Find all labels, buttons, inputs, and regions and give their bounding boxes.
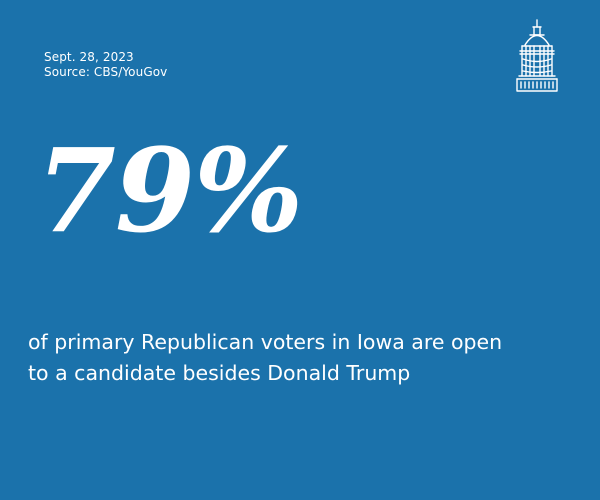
date-text: Sept. 28, 2023 bbox=[44, 50, 134, 64]
statement-text: of primary Republican voters in Iowa are… bbox=[28, 327, 588, 389]
headline-percentage: 79% bbox=[36, 124, 303, 259]
meta-info: Sept. 28, 2023 Source: CBS/YouGov bbox=[44, 50, 167, 80]
source-text: Source: CBS/YouGov bbox=[44, 65, 168, 79]
capitol-dome-icon bbox=[516, 19, 558, 92]
statement-line-1: of primary Republican voters in Iowa are… bbox=[28, 330, 503, 354]
statement-line-2: to a candidate besides Donald Trump bbox=[28, 361, 411, 385]
